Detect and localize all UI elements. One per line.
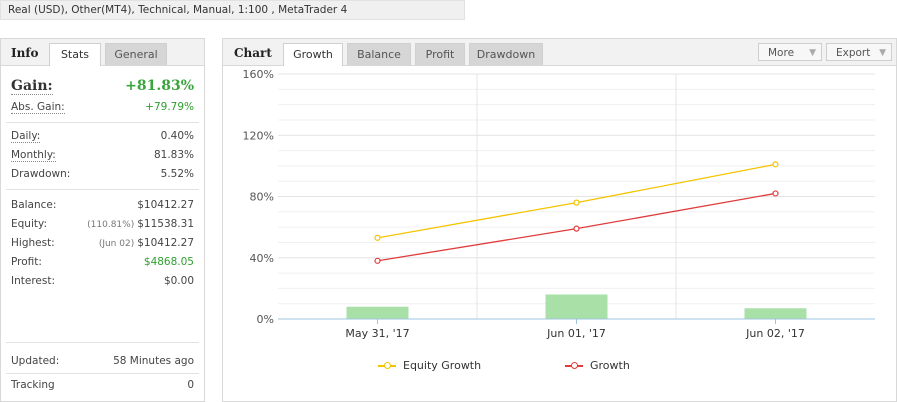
tracking-row: Tracking 0 <box>11 379 194 395</box>
tab-profit[interactable]: Profit <box>415 43 465 65</box>
growth-chart[interactable]: 0% 40% 80% 120% 160% May 31, '17 Jun 01, '17 Ju… <box>223 66 896 356</box>
tab-drawdown[interactable]: Drawdown <box>469 43 543 65</box>
equity-label: Equity: <box>11 218 47 230</box>
updated-row: Updated: 58 Minutes ago <box>11 355 194 371</box>
legend-growth-marker <box>571 362 578 369</box>
x-tick-label: Jun 02, '17 <box>745 327 805 340</box>
more-dropdown[interactable]: More ▼ <box>758 43 822 61</box>
gain-value: +81.83% <box>125 78 194 94</box>
equity-growth-point[interactable] <box>772 161 779 168</box>
y-tick-label: 120% <box>243 129 274 142</box>
chevron-down-icon: ▼ <box>809 48 816 58</box>
y-tick-label: 40% <box>250 252 274 265</box>
export-dropdown[interactable]: Export ▼ <box>826 43 892 61</box>
tracking-label: Tracking <box>11 379 55 391</box>
info-tabbar: Info Stats General <box>1 39 204 66</box>
highest-row: Highest: (Jun 02) $10412.27 <box>11 237 194 253</box>
y-tick-label: 80% <box>250 191 274 204</box>
divider <box>6 342 199 343</box>
bar[interactable] <box>346 306 409 319</box>
interest-label: Interest: <box>11 275 55 287</box>
growth-point[interactable] <box>374 257 381 264</box>
daily-row: Daily: 0.40% <box>11 130 194 146</box>
divider <box>6 189 199 190</box>
gain-label[interactable]: Gain: <box>11 78 53 95</box>
tab-balance[interactable]: Balance <box>347 43 411 65</box>
y-tick-label: 160% <box>243 68 274 81</box>
balance-value: $10412.27 <box>137 199 194 211</box>
equity-percent-note: (110.81%) <box>87 220 135 230</box>
equity-growth-point[interactable] <box>573 199 580 206</box>
profit-value: $4868.05 <box>143 256 194 268</box>
tab-general[interactable]: General <box>105 43 167 65</box>
interest-value: $0.00 <box>163 275 194 287</box>
monthly-row: Monthly: 81.83% <box>11 149 194 165</box>
chart-panel-title: Chart <box>234 46 272 60</box>
chart-panel: Chart Growth Balance Profit Drawdown Mor… <box>222 38 897 402</box>
x-tick-label: Jun 01, '17 <box>546 327 606 340</box>
highest-label: Highest: <box>11 237 55 249</box>
tab-stats[interactable]: Stats <box>49 43 101 66</box>
balance-label: Balance: <box>11 199 57 211</box>
drawdown-value: 5.52% <box>160 168 194 180</box>
info-panel: Info Stats General Gain: +81.83% Abs. Ga… <box>0 38 205 402</box>
updated-value: 58 Minutes ago <box>113 355 194 367</box>
chevron-down-icon: ▼ <box>879 48 886 58</box>
interest-row: Interest: $0.00 <box>11 275 194 291</box>
bar[interactable] <box>744 308 807 319</box>
highest-date-note: (Jun 02) <box>98 239 135 249</box>
equity-value-wrap: (110.81%) $11538.31 <box>87 218 194 230</box>
gain-row-block: Gain: +81.83% <box>11 78 194 98</box>
more-label: More <box>768 47 795 59</box>
divider <box>6 122 199 123</box>
abs-gain-value: +79.79% <box>145 101 194 113</box>
monthly-value: 81.83% <box>153 149 194 161</box>
highest-value-wrap: (Jun 02) $10412.27 <box>99 237 194 249</box>
abs-gain-label[interactable]: Abs. Gain: <box>11 101 65 114</box>
tracking-value: 0 <box>187 379 194 391</box>
drawdown-label: Drawdown: <box>11 168 71 180</box>
legend-equity-label: Equity Growth <box>403 359 482 372</box>
highest-value: $10412.27 <box>137 237 194 249</box>
growth-point[interactable] <box>573 225 580 232</box>
x-tick-label: May 31, '17 <box>345 327 409 340</box>
equity-value: $11538.31 <box>137 218 194 230</box>
monthly-label[interactable]: Monthly: <box>11 149 56 162</box>
y-tick-label: 0% <box>257 313 274 326</box>
growth-point[interactable] <box>772 190 779 197</box>
equity-row: Equity: (110.81%) $11538.31 <box>11 218 194 234</box>
legend-equity-marker <box>384 362 391 369</box>
bar[interactable] <box>545 294 608 320</box>
profit-label: Profit: <box>11 256 42 268</box>
drawdown-row: Drawdown: 5.52% <box>11 168 194 184</box>
account-info-bar: Real (USD), Other(MT4), Technical, Manua… <box>0 0 465 20</box>
abs-gain-row: Abs. Gain: +79.79% <box>11 101 194 117</box>
chart-tabbar: Chart Growth Balance Profit Drawdown Mor… <box>223 39 896 66</box>
daily-value: 0.40% <box>160 130 194 142</box>
balance-row: Balance: $10412.27 <box>11 199 194 215</box>
daily-label[interactable]: Daily: <box>11 130 41 143</box>
info-panel-title: Info <box>11 46 39 60</box>
tab-growth[interactable]: Growth <box>283 43 343 66</box>
export-label: Export <box>836 47 871 59</box>
legend-growth-label: Growth <box>590 359 630 372</box>
equity-growth-point[interactable] <box>374 234 381 241</box>
updated-label: Updated: <box>11 355 60 367</box>
profit-row: Profit: $4868.05 <box>11 256 194 272</box>
divider <box>6 373 199 374</box>
